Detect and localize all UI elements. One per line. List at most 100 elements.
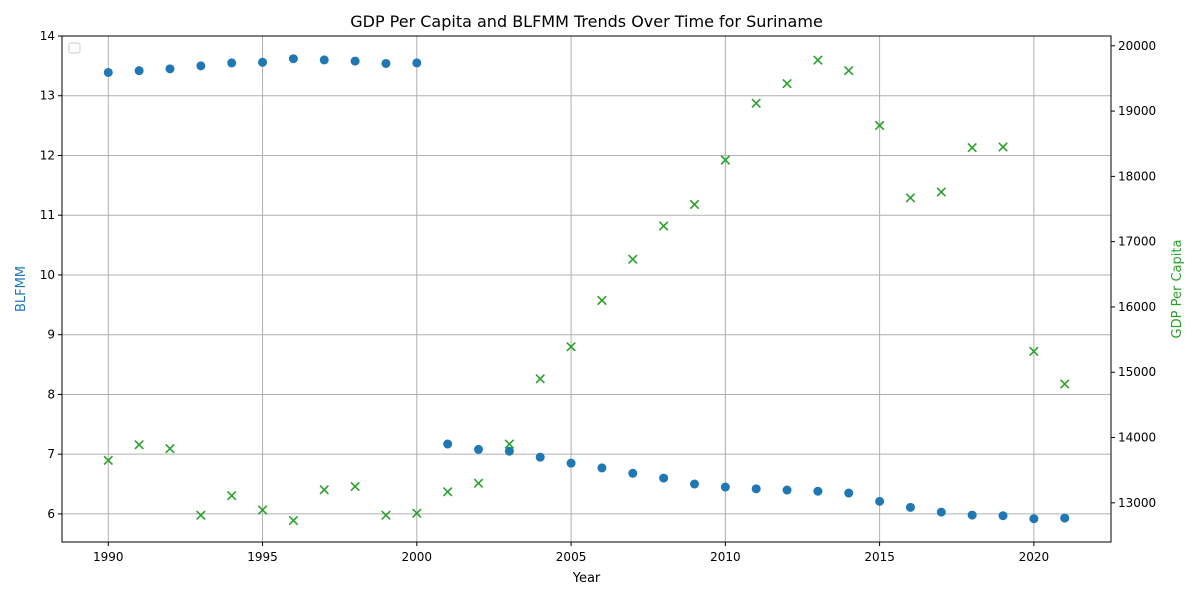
gdp-point	[782, 78, 792, 89]
gdp-point	[628, 254, 638, 265]
blfmm-point	[319, 55, 329, 65]
blfmm-point	[474, 444, 484, 454]
right-tick-label: 18000	[1118, 169, 1156, 183]
gdp-point	[319, 485, 330, 495]
gdp-point	[103, 455, 114, 466]
gdp-point	[134, 439, 144, 450]
left-axis-ticks: 6 7 8 9 10 11 12 13 14	[40, 29, 62, 521]
blfmm-point	[659, 473, 669, 483]
blfmm-point	[720, 482, 730, 492]
blfmm-point	[844, 488, 854, 498]
blfmm-point	[258, 57, 268, 67]
data-points	[103, 54, 1070, 526]
gdp-point	[504, 439, 515, 449]
gdp-point	[658, 221, 669, 231]
x-tick-label: 2020	[1019, 550, 1050, 564]
left-tick-label: 9	[47, 328, 55, 342]
left-tick-label: 14	[40, 29, 55, 43]
blfmm-point	[443, 439, 453, 449]
blfmm-point	[597, 463, 607, 473]
gdp-point	[288, 515, 299, 526]
right-tick-label: 15000	[1118, 365, 1156, 379]
blfmm-point	[936, 507, 946, 517]
blfmm-point	[689, 479, 699, 489]
left-tick-label: 12	[40, 148, 55, 162]
gdp-point	[257, 505, 268, 515]
chart-title: GDP Per Capita and BLFMM Trends Over Tim…	[350, 12, 823, 31]
right-axis-ticks: 13000 14000 15000 16000 17000 18000 19000 20000	[1111, 39, 1156, 510]
right-tick-label: 14000	[1118, 431, 1156, 445]
right-tick-label: 13000	[1118, 496, 1156, 510]
blfmm-point	[504, 446, 514, 456]
x-tick-label: 2010	[710, 550, 741, 564]
gdp-point	[720, 155, 731, 165]
blfmm-point	[875, 496, 885, 506]
left-axis-label: BLFMM	[14, 266, 29, 312]
blfmm-point	[566, 458, 576, 468]
gdp-point	[597, 295, 607, 306]
right-tick-label: 17000	[1118, 235, 1156, 249]
left-tick-label: 6	[47, 507, 55, 521]
x-tick-label: 1995	[247, 550, 278, 564]
blfmm-point	[998, 511, 1008, 521]
gdp-point	[196, 510, 206, 520]
right-tick-label: 16000	[1118, 300, 1156, 314]
gdp-point	[473, 478, 484, 489]
gdp-point	[905, 193, 916, 203]
gdp-point	[566, 342, 576, 352]
left-tick-label: 8	[47, 387, 55, 401]
x-tick-label: 2015	[864, 550, 895, 564]
blfmm-point	[1029, 514, 1039, 524]
gdp-point	[813, 55, 823, 65]
gdp-point	[967, 142, 977, 153]
gdp-point	[1059, 379, 1070, 389]
blfmm-point	[628, 468, 638, 478]
blfmm-point	[196, 61, 206, 71]
right-axis-label: GDP Per Capita	[1170, 240, 1185, 339]
blfmm-point	[905, 502, 915, 512]
gdp-point	[998, 142, 1008, 152]
left-tick-label: 13	[40, 89, 55, 103]
gdp-point	[165, 443, 175, 454]
gdp-point	[1029, 346, 1039, 357]
blfmm-point	[412, 58, 422, 68]
gdp-point	[412, 508, 422, 519]
blfmm-point	[967, 510, 977, 520]
gdp-point	[874, 120, 885, 131]
blfmm-point	[535, 452, 545, 462]
legend-box[interactable]	[68, 42, 81, 54]
x-tick-label: 2005	[556, 550, 587, 564]
gdp-point	[381, 510, 391, 520]
blfmm-point	[165, 64, 175, 74]
blfmm-point	[381, 58, 391, 68]
blfmm-point	[751, 484, 761, 494]
grid-lines	[62, 35, 1111, 542]
gdp-point	[843, 65, 854, 76]
gdp-point	[442, 486, 453, 497]
x-axis-ticks: 1990 1995 2000 2005 2010 2015 2020	[93, 542, 1049, 564]
blfmm-point	[350, 56, 360, 66]
gdp-point	[751, 98, 761, 109]
left-tick-label: 7	[47, 447, 55, 461]
right-tick-label: 20000	[1118, 39, 1156, 53]
gdp-point	[226, 490, 237, 501]
left-tick-label: 11	[40, 208, 55, 222]
blfmm-point	[1060, 513, 1070, 523]
plot-area-frame	[61, 35, 1112, 543]
blfmm-point	[813, 486, 823, 496]
x-tick-label: 1990	[93, 550, 124, 564]
right-tick-label: 19000	[1118, 104, 1156, 118]
gdp-point	[350, 481, 360, 492]
blfmm-point	[288, 54, 298, 64]
blfmm-point	[782, 485, 792, 495]
gdp-point	[535, 374, 545, 384]
left-tick-label: 10	[40, 268, 55, 282]
x-tick-label: 2000	[402, 550, 433, 564]
gdp-point	[689, 199, 700, 210]
blfmm-point	[227, 58, 237, 68]
gdp-point	[936, 187, 947, 197]
x-axis-label: Year	[572, 571, 601, 586]
blfmm-point	[103, 67, 113, 77]
